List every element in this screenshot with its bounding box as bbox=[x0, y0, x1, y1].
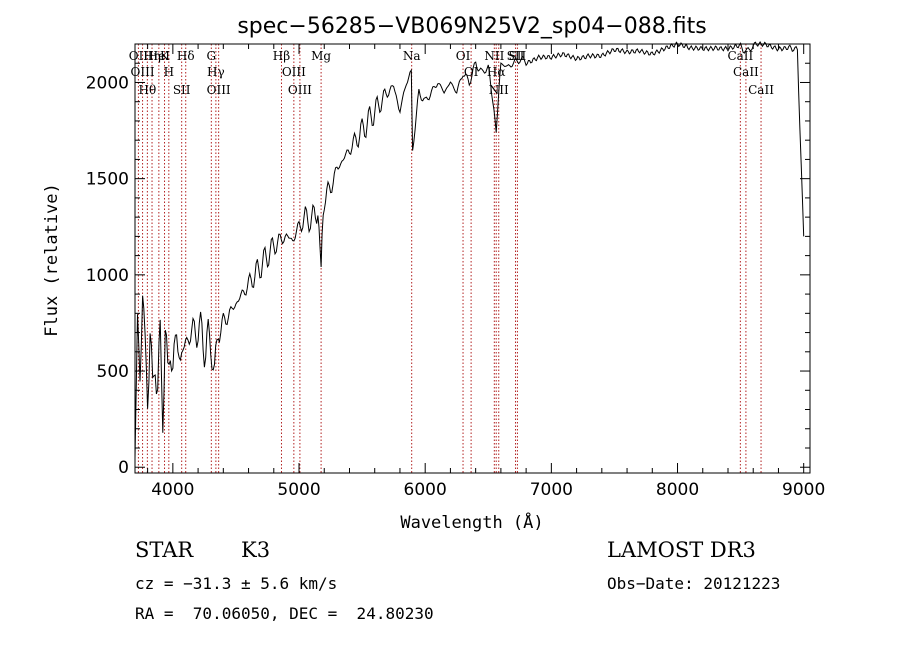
velocity-line: cz = −31.3 ± 5.6 km/s bbox=[135, 574, 338, 593]
y-tick-label: 500 bbox=[97, 362, 129, 382]
y-tick-label: 2000 bbox=[86, 73, 129, 93]
spectral-line-label: OIII bbox=[282, 65, 306, 79]
obs-date: Obs−Date: 20121223 bbox=[607, 574, 781, 593]
object-subclass: K3 bbox=[241, 538, 271, 562]
spectral-line-label: G bbox=[207, 49, 217, 63]
spectral-line-label: SII bbox=[509, 49, 527, 63]
axis-ticks: 4000 5000 6000 7000 8000 9000 0 500 1000 1500 2000 bbox=[86, 44, 825, 500]
spectral-line-label: CaII bbox=[727, 49, 753, 63]
spectrum-line bbox=[134, 41, 805, 459]
spectral-line-label: NII bbox=[489, 83, 509, 97]
x-axis-label: Wavelength (Å) bbox=[400, 511, 543, 533]
spectral-line-label: OII bbox=[129, 49, 149, 63]
x-tick-label: 8000 bbox=[656, 480, 699, 500]
survey-name: LAMOST DR3 bbox=[607, 538, 756, 562]
spectral-line-label: Hθ bbox=[139, 83, 157, 97]
spectral-line-label: OI bbox=[456, 49, 471, 63]
coordinates: RA = 70.06050, DEC = 24.80230 bbox=[135, 604, 434, 623]
spectral-line-label: CaII bbox=[733, 65, 759, 79]
x-tick-label: 6000 bbox=[404, 480, 447, 500]
spectral-line-markers bbox=[137, 44, 762, 473]
spectral-line-label: NII bbox=[484, 49, 504, 63]
y-tick-label: 1500 bbox=[86, 170, 129, 190]
spectral-line-label: OI bbox=[464, 65, 479, 79]
spectral-line-label: Hα bbox=[487, 65, 506, 79]
spectral-line-label: Hδ bbox=[177, 49, 195, 63]
chart-title: spec−56285−VB069N25V2_sp04−088.fits bbox=[237, 14, 706, 39]
spectral-line-label: Hγ bbox=[207, 65, 225, 79]
spectral-line-label: Hβ bbox=[273, 49, 290, 63]
x-tick-label: 7000 bbox=[530, 480, 573, 500]
object-class: STAR bbox=[135, 538, 194, 562]
y-tick-label: 1000 bbox=[86, 266, 129, 286]
spectral-line-label: CaII bbox=[748, 83, 774, 97]
plot-frame bbox=[134, 43, 811, 474]
y-axis-label: Flux (relative) bbox=[42, 183, 62, 337]
spectral-line-label: OIII bbox=[131, 65, 155, 79]
x-tick-label: 4000 bbox=[151, 480, 194, 500]
y-tick-label: 0 bbox=[118, 458, 129, 478]
spectral-line-label: K bbox=[160, 49, 170, 63]
spectral-line-label: H bbox=[164, 65, 174, 79]
spectrum-series bbox=[134, 41, 805, 459]
x-tick-label: 5000 bbox=[277, 480, 320, 500]
spectral-line-label: Na bbox=[403, 49, 421, 63]
spectral-line-label: Hη bbox=[143, 49, 161, 63]
spectral-line-label: Mg bbox=[311, 49, 331, 63]
spectral-line-label: HeI bbox=[148, 49, 171, 63]
spectral-line-label: OIII bbox=[288, 83, 312, 97]
x-tick-label: 9000 bbox=[782, 480, 825, 500]
spectral-line-label: SII bbox=[173, 83, 191, 97]
spectral-line-label: OIII bbox=[207, 83, 231, 97]
spectral-line-label: SII bbox=[507, 49, 525, 63]
